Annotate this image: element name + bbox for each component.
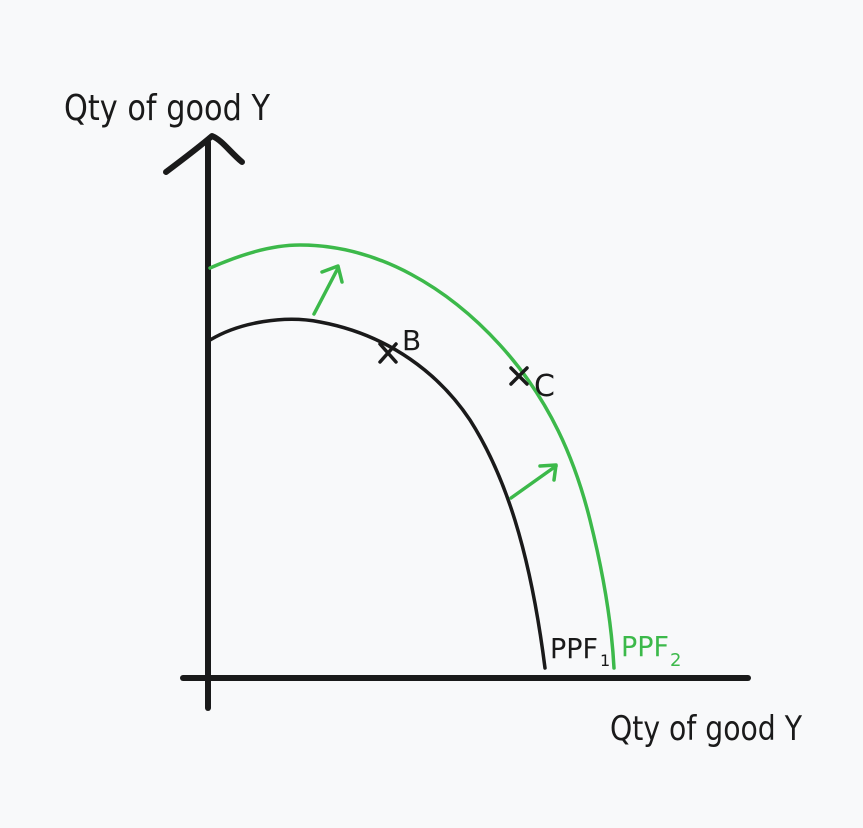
x-axis-label: Qty of good Y bbox=[610, 709, 802, 749]
ppf1-label-main: PPF bbox=[550, 632, 598, 665]
point-c-marker bbox=[509, 366, 529, 386]
y-axis-label: Qty of good Y bbox=[64, 88, 271, 129]
shift-arrow-lower bbox=[509, 463, 558, 500]
ppf2-label-main: PPF bbox=[621, 630, 669, 663]
ppf1-label: PPF bbox=[550, 632, 598, 665]
ppf2-label-sub: 2 bbox=[670, 650, 681, 671]
point-c-label: C bbox=[534, 369, 555, 404]
ppf1-label-sub: 1 bbox=[600, 651, 610, 670]
shift-arrow-upper bbox=[312, 264, 344, 316]
point-b-marker bbox=[378, 342, 398, 364]
y-axis-arrowhead bbox=[163, 133, 245, 175]
ppf2-curve bbox=[208, 243, 616, 670]
ppf2-label: PPF bbox=[621, 630, 669, 663]
point-b-label: B bbox=[402, 324, 421, 357]
ppf1-curve bbox=[208, 317, 547, 670]
